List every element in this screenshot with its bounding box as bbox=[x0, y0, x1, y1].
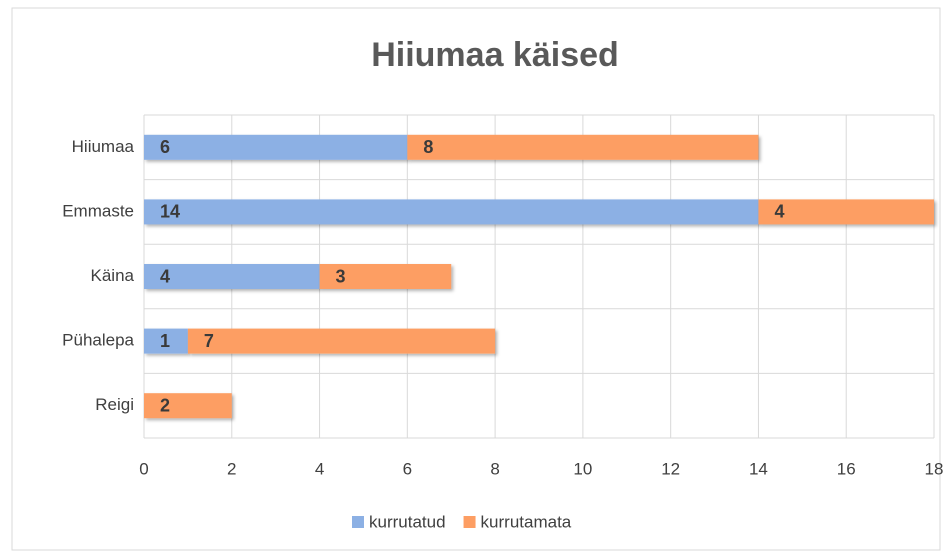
bar bbox=[144, 199, 759, 225]
y-tick-label: Reigi bbox=[95, 395, 134, 414]
data-label: 2 bbox=[160, 395, 170, 415]
chart-title: Hiiumaa käised bbox=[371, 36, 619, 74]
x-tick-label: 16 bbox=[837, 459, 856, 478]
x-tick-label: 12 bbox=[661, 459, 680, 478]
x-tick-label: 4 bbox=[315, 459, 324, 478]
data-label: 4 bbox=[774, 202, 784, 222]
data-label: 3 bbox=[336, 266, 346, 286]
x-tick-label: 10 bbox=[573, 459, 592, 478]
bar bbox=[407, 134, 759, 160]
y-tick-label: Pühalepa bbox=[62, 331, 134, 350]
bar bbox=[144, 328, 188, 354]
data-label: 8 bbox=[423, 137, 433, 157]
y-tick-label: Hiiumaa bbox=[72, 137, 135, 156]
bar bbox=[144, 393, 232, 419]
y-tick-label: Emmaste bbox=[62, 201, 134, 220]
bar bbox=[144, 264, 320, 289]
x-tick-label: 2 bbox=[227, 459, 236, 478]
data-label: 1 bbox=[160, 331, 170, 351]
y-tick-label: Käina bbox=[91, 266, 135, 285]
data-label: 14 bbox=[160, 202, 180, 222]
legend-swatch bbox=[463, 516, 476, 528]
legend-swatch bbox=[352, 516, 364, 528]
data-label: 4 bbox=[160, 266, 170, 286]
bar bbox=[187, 328, 496, 354]
bar bbox=[758, 199, 934, 225]
legend-label: kurrutamata bbox=[481, 512, 572, 531]
legend-label: kurrutatud bbox=[369, 512, 446, 531]
bar bbox=[319, 264, 452, 289]
x-tick-label: 6 bbox=[403, 459, 412, 478]
x-tick-label: 14 bbox=[749, 459, 768, 478]
data-label: 6 bbox=[160, 137, 170, 157]
x-tick-label: 8 bbox=[490, 459, 499, 478]
x-tick-label: 18 bbox=[925, 459, 944, 478]
data-label: 7 bbox=[204, 331, 214, 351]
x-tick-label: 0 bbox=[139, 459, 148, 478]
bar bbox=[144, 134, 408, 160]
